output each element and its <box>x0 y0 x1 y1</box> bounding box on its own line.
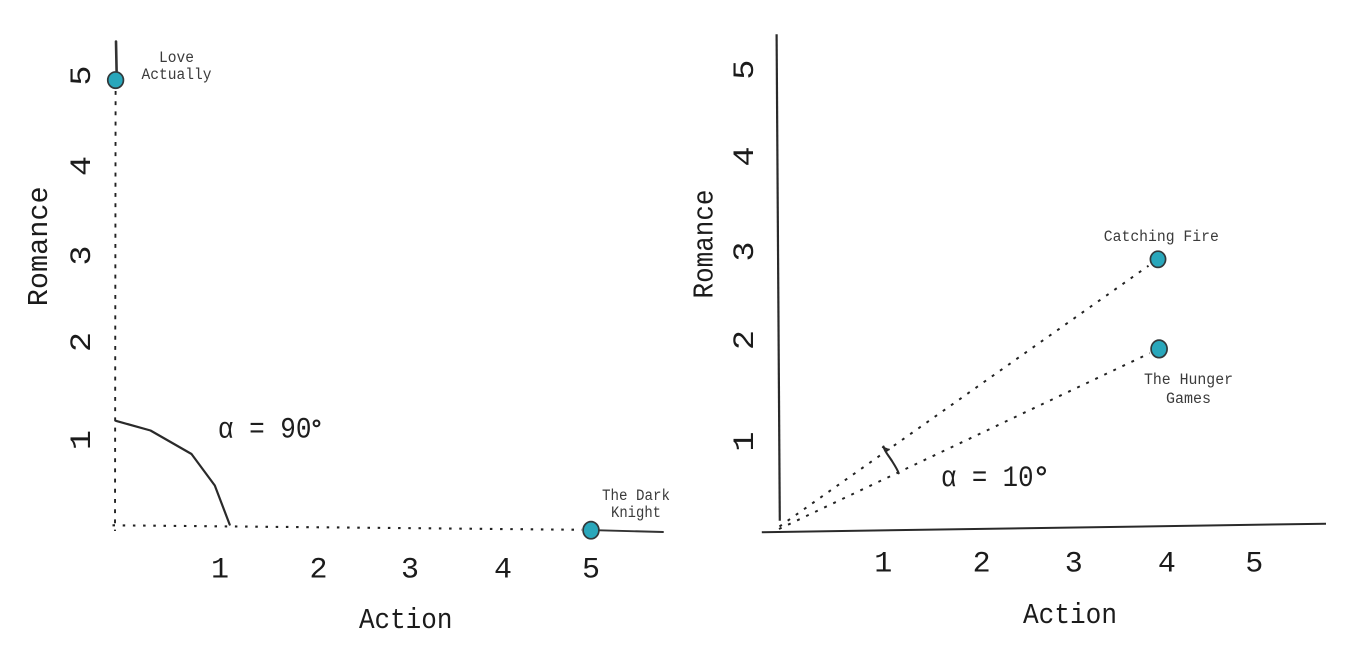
svg-text:3: 3 <box>728 241 763 261</box>
svg-text:Games: Games <box>1166 390 1211 408</box>
svg-text:5: 5 <box>65 65 100 85</box>
svg-text:2: 2 <box>309 554 327 588</box>
svg-text:Love: Love <box>159 49 194 67</box>
svg-text:5: 5 <box>1245 548 1263 582</box>
svg-text:The Hunger: The Hunger <box>1144 371 1233 389</box>
svg-text:Knight: Knight <box>611 504 661 522</box>
svg-text:1: 1 <box>65 430 100 450</box>
svg-text:1: 1 <box>211 554 229 588</box>
svg-text:Action: Action <box>359 604 453 637</box>
svg-text:1: 1 <box>728 431 763 451</box>
svg-text:Romance: Romance <box>689 190 722 299</box>
svg-text:3: 3 <box>65 245 100 265</box>
svg-text:Romance: Romance <box>23 186 56 306</box>
svg-text:α = 10: α = 10 <box>941 461 1034 495</box>
svg-text:5: 5 <box>728 60 763 80</box>
svg-text:5: 5 <box>582 554 600 588</box>
svg-text:Actually: Actually <box>142 66 212 84</box>
svg-text:4: 4 <box>1158 548 1176 582</box>
svg-text:The Dark: The Dark <box>602 487 670 505</box>
svg-text:Action: Action <box>1023 599 1117 632</box>
svg-text:2: 2 <box>973 548 991 582</box>
svg-text:4: 4 <box>65 156 100 176</box>
svg-text:α = 90: α = 90 <box>218 413 312 447</box>
svg-text:4: 4 <box>494 554 512 588</box>
svg-text:Catching Fire: Catching Fire <box>1104 228 1219 246</box>
svg-text:2: 2 <box>728 330 763 350</box>
svg-text:3: 3 <box>1065 548 1083 582</box>
svg-text:3: 3 <box>401 554 419 588</box>
svg-text:4: 4 <box>728 146 763 166</box>
svg-text:2: 2 <box>65 332 100 352</box>
svg-text:1: 1 <box>874 548 892 582</box>
